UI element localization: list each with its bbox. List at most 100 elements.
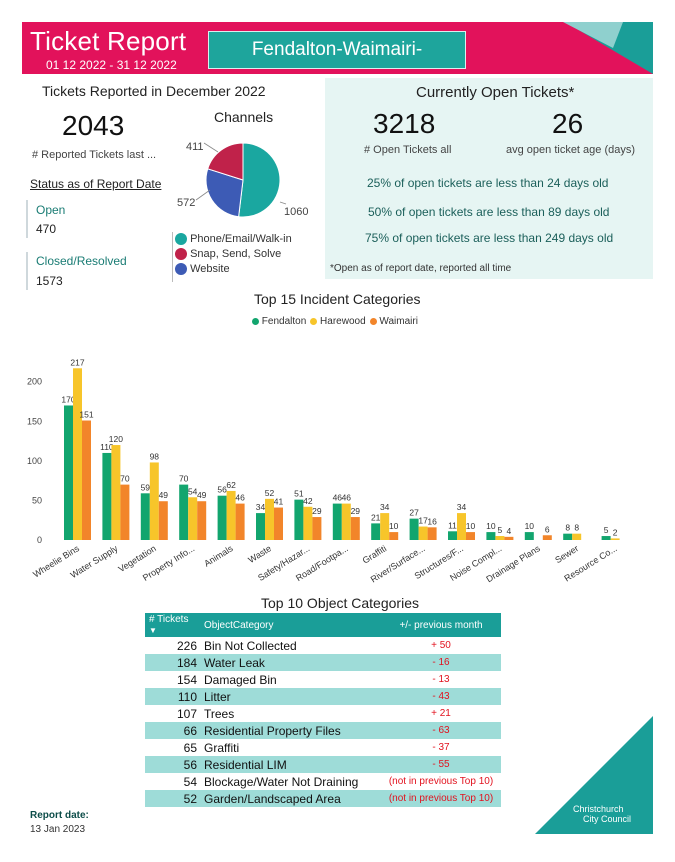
bar-waimairi[interactable] [427,527,437,540]
bar-harewood[interactable] [73,368,82,540]
bar-harewood[interactable] [188,497,198,540]
table-row[interactable]: 110 Litter - 43 [145,688,501,705]
table-row[interactable]: 65 Graffiti - 37 [145,739,501,756]
bar-waimairi[interactable] [542,535,552,540]
bar-fendalton[interactable] [294,499,304,540]
table-row[interactable]: 54 Blockage/Water Not Draining (not in pre… [145,773,501,790]
col-tickets-header[interactable]: # Tickets ▼ [149,614,189,635]
bar-harewood[interactable] [341,503,351,540]
sort-down-icon[interactable]: ▼ [149,626,157,635]
avg-age-label: avg open ticket age (days) [506,144,636,156]
legend-item-phone[interactable]: Phone/Email/Walk-in [173,232,325,247]
report-title: Ticket Report [30,26,187,56]
table-header: # Tickets ▼ ObjectCategory +/- previous m… [145,613,501,637]
legend-label: Phone/Email/Walk-in [190,233,292,245]
bar-waimairi[interactable] [350,517,360,540]
bar-fendalton[interactable] [179,484,189,540]
bar-harewood[interactable] [418,526,428,540]
report-date-label: Report date: [30,810,89,821]
bar-harewood[interactable] [149,462,159,540]
bar-waimairi[interactable] [466,532,475,540]
bar-harewood[interactable] [265,498,274,540]
bar-fendalton[interactable] [409,518,419,540]
change-value: - 55 [432,759,450,770]
bar-waimairi[interactable] [158,501,168,540]
change-value: - 37 [432,742,450,753]
bar-harewood[interactable] [111,445,121,540]
pie-slice[interactable] [205,168,244,218]
bar-fendalton[interactable] [563,533,573,540]
x-category-label: Animals [202,543,235,569]
bar-waimairi[interactable] [312,517,322,540]
bar-value-label: 34 [457,502,467,512]
bar-waimairi[interactable] [197,501,207,540]
ticket-count: 107 [176,706,197,721]
bar-waimairi[interactable] [235,503,245,540]
bar-value-label: 46 [333,493,343,503]
ticket-count: 66 [183,723,197,738]
bar-waimairi[interactable] [82,420,91,540]
bar-value-label: 29 [351,506,361,516]
bar-harewood[interactable] [610,538,620,540]
pie-slice[interactable] [238,142,281,218]
logo-line2: City Council [583,814,632,824]
col-change-header[interactable]: +/- previous month [399,619,483,631]
bar-waimairi[interactable] [274,507,283,540]
legend-item-website[interactable]: Website [173,262,325,277]
legend-label: Snap, Send, Solve [190,248,282,260]
bar-waimairi[interactable] [504,536,514,540]
bar-fendalton[interactable] [217,495,227,540]
bar-harewood[interactable] [226,490,236,540]
object-category: Residential LIM [204,757,287,772]
legend-item-waimairi[interactable]: Waimairi [369,316,418,327]
object-category: Blockage/Water Not Draining [204,774,359,789]
bar-fendalton[interactable] [102,452,112,540]
bar-fendalton[interactable] [486,532,496,540]
legend-swatch [175,263,187,276]
table-row[interactable]: 107 Trees + 21 [145,705,501,722]
bar-value-label: 8 [574,523,579,533]
change-value: (not in previous Top 10) [388,793,494,804]
bar-waimairi[interactable] [120,484,130,540]
bar-fendalton[interactable] [371,523,381,540]
bar-fendalton[interactable] [332,503,342,540]
bar-waimairi[interactable] [389,532,399,540]
pie-label-phone: 1060 [284,206,309,218]
table-row[interactable]: 226 Bin Not Collected + 50 [145,637,501,654]
bar-harewood[interactable] [495,536,505,540]
bar-value-label: 70 [120,474,130,484]
bar-harewood[interactable] [572,533,582,540]
bar-fendalton[interactable] [64,405,73,540]
bar-harewood[interactable] [303,506,313,540]
region-selector-button[interactable]: Fendalton-Waimairi-Harewood [208,31,466,96]
bar-harewood[interactable] [380,513,390,540]
legend-swatch [175,248,187,261]
table-row[interactable]: 52 Garden/Landscaped Area (not in previous… [145,790,501,807]
pie-slice[interactable] [207,142,244,181]
bar-value-label: 49 [197,490,207,500]
bar-fendalton[interactable] [140,493,150,540]
bar-fendalton[interactable] [601,536,611,540]
legend-item-snap[interactable]: Snap, Send, Solve [173,247,325,262]
bar-fendalton[interactable] [524,532,534,540]
legend-swatch [310,317,318,325]
table-row[interactable]: 184 Water Leak - 16 [145,654,501,671]
legend-item-fendalton[interactable]: Fendalton [252,316,306,327]
object-category: Damaged Bin [204,672,277,687]
quartile-50: 50% of open tickets are less than 89 day… [368,205,610,219]
table-row[interactable]: 56 Residential LIM - 55 [145,756,501,773]
bar-fendalton[interactable] [448,531,457,540]
object-category: Garden/Landscaped Area [204,791,341,806]
bar-value-label: 6 [545,524,550,534]
bar-harewood[interactable] [457,513,466,540]
table-row[interactable]: 66 Residential Property Files - 63 [145,722,501,739]
object-category: Trees [204,706,235,721]
x-category-label: Waste [246,543,273,565]
bar-value-label: 34 [380,502,390,512]
closed-status-value: 1573 [36,274,63,288]
table-row[interactable]: 154 Damaged Bin - 13 [145,671,501,688]
legend-item-harewood[interactable]: Harewood [310,316,366,327]
bar-value-label: 217 [70,357,84,367]
col-category-header[interactable]: ObjectCategory [204,619,274,631]
bar-fendalton[interactable] [256,513,265,540]
